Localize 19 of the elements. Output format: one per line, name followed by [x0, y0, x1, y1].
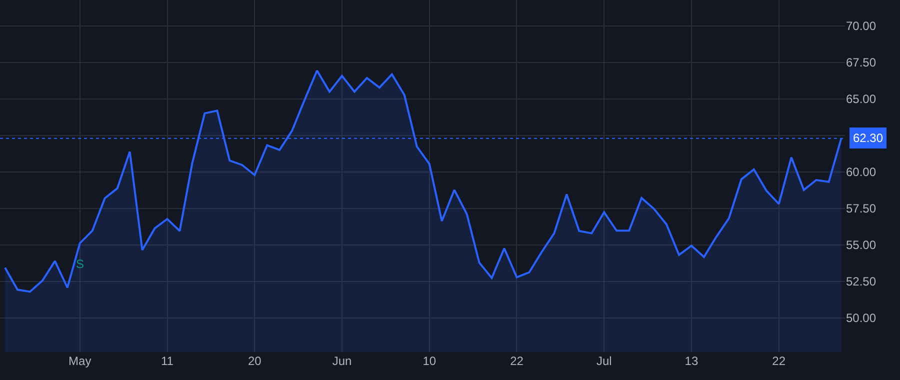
x-tick-label: 11	[161, 354, 174, 368]
x-tick-label: 22	[772, 354, 786, 368]
y-tick-label: 67.50	[846, 56, 876, 70]
x-tick-label: 10	[422, 354, 436, 368]
y-tick-label: 60.00	[846, 165, 876, 180]
y-tick-label: 52.50	[846, 274, 876, 289]
x-tick-label: Jun	[332, 354, 352, 368]
x-tick-label: 22	[510, 354, 524, 368]
y-tick-label: 70.00	[846, 19, 876, 34]
x-tick-label: Jul	[596, 354, 612, 368]
ref-line-label: 62.30	[853, 131, 884, 145]
y-tick-label: 65.00	[846, 92, 876, 106]
y-tick-label: 55.00	[846, 238, 876, 252]
y-tick-label: 50.00	[846, 311, 876, 326]
annotation: S	[76, 257, 84, 271]
x-tick-label: 20	[248, 354, 262, 368]
y-tick-label: 57.50	[846, 202, 876, 216]
x-tick-label: 13	[684, 354, 698, 368]
x-tick-label: May	[68, 354, 92, 368]
